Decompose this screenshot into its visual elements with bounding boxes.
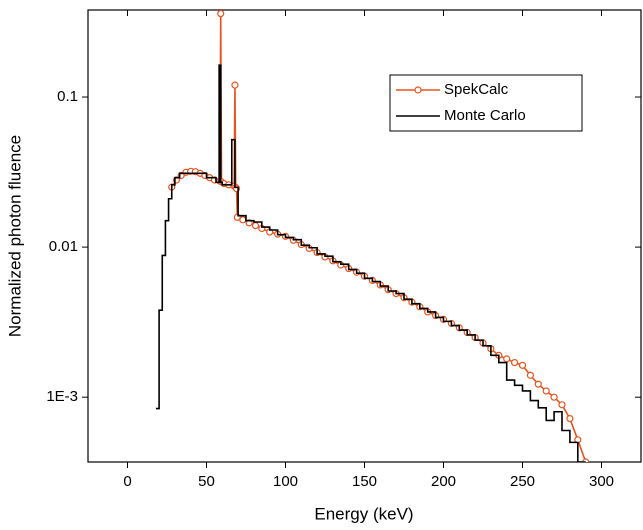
x-tick-label: 150 (352, 473, 377, 490)
y-tick-label: 1E-3 (46, 388, 78, 405)
x-tick-label: 200 (431, 473, 456, 490)
x-tick-label: 100 (273, 473, 298, 490)
marker (251, 222, 260, 230)
series-line (155, 64, 586, 462)
legend-label: SpekCalc (444, 81, 509, 98)
marker (526, 371, 535, 379)
marker (510, 359, 519, 367)
x-tick-label: 0 (123, 473, 131, 490)
marker (534, 380, 542, 388)
y-tick-label: 0.01 (49, 238, 78, 255)
x-tick-label: 50 (198, 473, 215, 490)
marker (558, 401, 566, 409)
legend: SpekCalc Monte Carlo (389, 74, 583, 132)
legend-label: Monte Carlo (444, 107, 526, 124)
legend-marker (414, 86, 422, 94)
marker (566, 415, 574, 423)
y-axis-title: Normalized photon fluence (5, 135, 24, 337)
legend-box (389, 74, 583, 132)
marker (217, 10, 225, 18)
marker (239, 216, 247, 224)
y-tick-label: 0.1 (57, 88, 78, 105)
marker (550, 393, 558, 401)
x-tick-label: 300 (589, 473, 614, 490)
marker (231, 81, 239, 89)
marker (542, 387, 550, 395)
marker (518, 361, 527, 369)
x-tick-label: 250 (510, 473, 535, 490)
x-axis-title: Energy (keV) (314, 504, 413, 523)
marker (503, 355, 511, 363)
plot-area (155, 10, 590, 462)
